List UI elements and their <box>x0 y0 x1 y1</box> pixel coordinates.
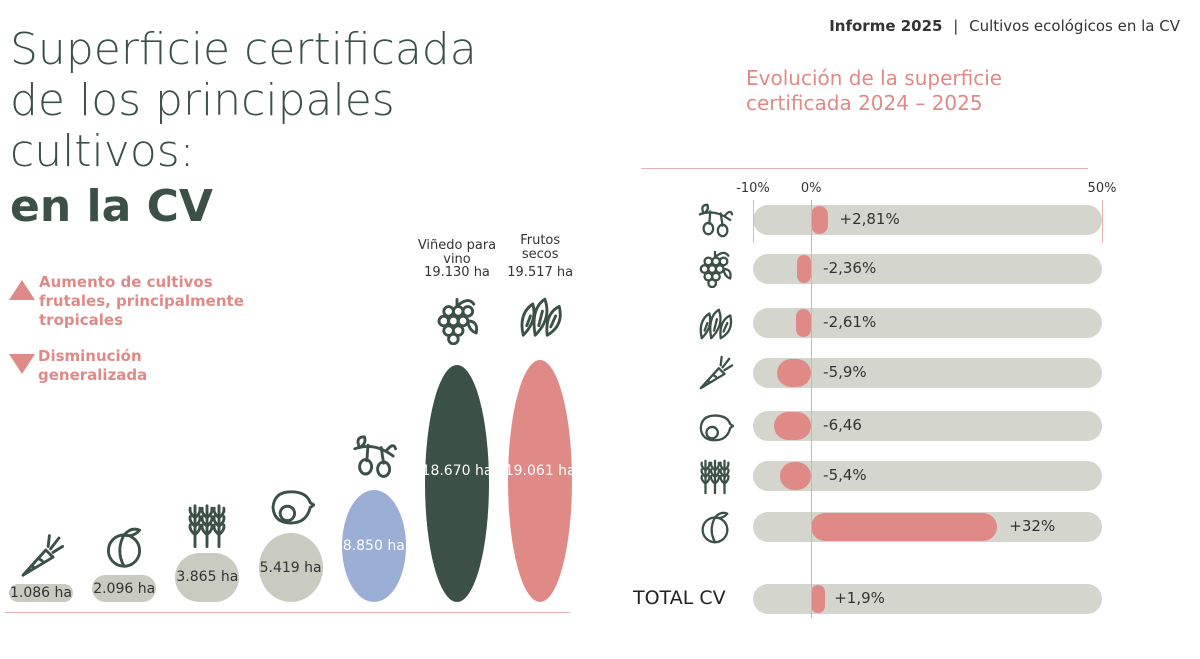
track <box>753 205 1102 235</box>
bar <box>776 359 812 387</box>
value-label: 19.061 ha <box>504 463 576 479</box>
bar <box>795 309 812 337</box>
bar <box>258 533 323 602</box>
icon <box>696 304 734 342</box>
icon <box>350 432 398 480</box>
main-title: Superficie certificada de los principale… <box>10 24 477 232</box>
bar <box>508 359 573 602</box>
zero-line <box>811 200 813 618</box>
icon <box>433 297 481 346</box>
icon-graphic <box>107 528 142 569</box>
separator: | <box>953 17 959 35</box>
bar <box>811 206 828 234</box>
icon <box>696 250 734 289</box>
category-label: TOTAL CV <box>633 587 726 609</box>
icon-graphic <box>700 459 730 495</box>
value-label: 1.086 ha <box>10 585 72 601</box>
icon <box>17 532 65 580</box>
value-label: -5,9% <box>823 363 867 381</box>
icon <box>696 508 734 546</box>
bar <box>425 364 489 602</box>
icon-graphic <box>699 250 732 289</box>
legend-text: Aumento de cultivos frutales, principalm… <box>39 273 244 329</box>
x-tick-label: 50% <box>1087 181 1117 196</box>
icon <box>100 523 148 571</box>
bar <box>773 412 812 440</box>
title-line: de los principales <box>10 75 395 126</box>
report-subject: Cultivos ecológicos en la CV <box>969 17 1180 35</box>
category-label: Frutos secos <box>520 232 561 262</box>
icon <box>696 407 735 445</box>
value-label: -5,4% <box>823 466 867 484</box>
icon <box>267 481 315 529</box>
report-label: Informe 2025 <box>829 17 943 35</box>
icon-graphic <box>701 511 729 544</box>
divider <box>641 168 1088 169</box>
icon <box>696 201 734 239</box>
value-label: +2,81% <box>839 210 900 228</box>
title-bold: en la CV <box>10 181 213 232</box>
value-label: -2,36% <box>823 259 877 277</box>
bar <box>92 575 157 602</box>
icon-graphic <box>699 414 735 442</box>
value-label: -2,61% <box>823 313 877 331</box>
annotation: 19.130 ha <box>424 264 490 280</box>
tick-line <box>753 200 754 243</box>
bar <box>797 255 812 283</box>
icon-graphic <box>21 534 65 577</box>
legend-text: Disminución generalizada <box>38 347 148 384</box>
icon <box>516 292 564 340</box>
track <box>753 584 1102 614</box>
title-line: cultivos: <box>10 126 195 177</box>
report-header: Informe 2025 | Cultivos ecológicos en la… <box>829 17 1180 35</box>
bar <box>811 585 826 613</box>
icon-graphic <box>271 490 315 525</box>
x-tick-label: -10% <box>736 181 770 196</box>
icon-graphic <box>699 308 733 340</box>
icon-graphic <box>520 297 562 337</box>
annotation: 19.517 ha <box>507 264 574 280</box>
title-line: Superficie certificada <box>10 24 477 75</box>
icon <box>696 354 734 392</box>
icon-graphic <box>437 297 479 346</box>
chart-title: Evolución de la superficie certificada 2… <box>746 66 1003 115</box>
value-label: +1,9% <box>834 589 885 607</box>
tick-line <box>1102 200 1103 243</box>
icon <box>696 457 734 495</box>
value-label: 18.670 ha <box>421 463 493 479</box>
icon-graphic <box>353 434 397 478</box>
bar <box>811 513 998 541</box>
bar <box>175 552 240 602</box>
value-label: -6,46 <box>823 416 862 434</box>
icon <box>183 501 231 549</box>
category-label: Viñedo para vino <box>417 237 497 267</box>
icon-graphic <box>188 504 226 548</box>
icon-graphic <box>699 355 734 390</box>
value-label: 8.850 ha <box>342 537 405 554</box>
baseline <box>5 612 570 613</box>
value-label: 3.865 ha <box>176 569 239 586</box>
triangle-down <box>9 354 35 374</box>
value-label: 5.419 ha <box>259 559 322 576</box>
triangle-up <box>9 280 35 300</box>
x-tick-label: 0% <box>800 181 822 196</box>
icon-graphic <box>698 203 734 238</box>
value-label: +32% <box>1009 517 1056 535</box>
bar <box>779 462 812 490</box>
bar <box>9 584 73 602</box>
bar <box>341 489 406 602</box>
value-label: 2.096 ha <box>93 580 156 597</box>
